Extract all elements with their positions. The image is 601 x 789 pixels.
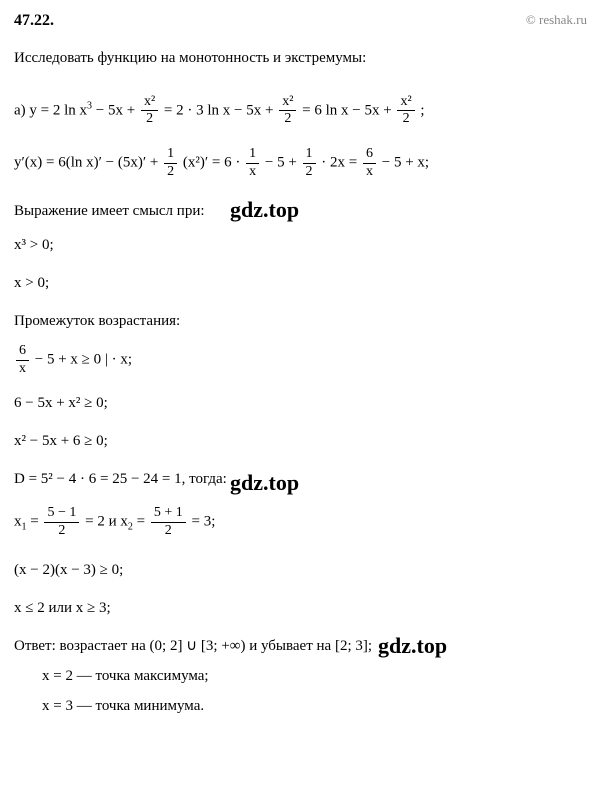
text: − 5 + x; (378, 155, 429, 171)
text: = 2 и x (81, 514, 128, 530)
numerator: x² (141, 94, 158, 112)
denominator: 2 (303, 164, 316, 181)
numerator: 1 (164, 146, 177, 164)
inequality-main: 6x − 5 + x ≥ 0 | · x; (14, 343, 587, 378)
text: x (14, 514, 22, 530)
numerator: x² (397, 94, 414, 112)
task-description: Исследовать функцию на монотонность и эк… (14, 46, 587, 70)
numerator: 5 + 1 (151, 505, 186, 523)
denominator: 2 (141, 111, 158, 128)
denominator: x (16, 361, 29, 378)
fraction: 12 (303, 146, 316, 181)
increase-label: Промежуток возрастания: (14, 309, 587, 333)
inequality-x3: x³ > 0; (14, 233, 587, 257)
copyright: © reshak.ru (526, 10, 587, 31)
fraction: 1x (246, 146, 259, 181)
text: − 5 + x ≥ 0 | · x; (31, 352, 132, 368)
denominator: 2 (44, 523, 79, 540)
fraction: 6x (16, 343, 29, 378)
equation-derivative: y′(x) = 6(ln x)′ − (5x)′ + 12 (x²)′ = 6 … (14, 146, 587, 181)
denominator: 2 (151, 523, 186, 540)
text: − 5 + (261, 155, 300, 171)
answer-main: Ответ: возрастает на (0; 2] ∪ [3; +∞) и … (14, 634, 587, 658)
denominator: 2 (279, 111, 296, 128)
denominator: x (246, 164, 259, 181)
sense-label: Выражение имеет смысл при: (14, 199, 587, 223)
text: ; (417, 102, 425, 118)
header: 47.22. © reshak.ru (14, 8, 587, 34)
problem-number: 47.22. (14, 8, 54, 34)
numerator: 6 (363, 146, 376, 164)
text: = 6 ln x − 5x + (298, 102, 395, 118)
fraction: 6x (363, 146, 376, 181)
fraction: x²2 (141, 94, 158, 129)
text: − 5x + (92, 102, 139, 118)
denominator: 2 (164, 164, 177, 181)
fraction: 5 − 12 (44, 505, 79, 540)
text: y′(x) = 6(ln x)′ − (5x)′ + (14, 155, 162, 171)
fraction: x²2 (397, 94, 414, 129)
answer-min: x = 3 — точка минимума. (14, 694, 587, 718)
fraction: 5 + 12 (151, 505, 186, 540)
numerator: 6 (16, 343, 29, 361)
fraction: 12 (164, 146, 177, 181)
text: y = 2 ln x (29, 102, 87, 118)
text: = (133, 514, 149, 530)
factored: (x − 2)(x − 3) ≥ 0; (14, 558, 587, 582)
numerator: 1 (246, 146, 259, 164)
inequality-expanded: 6 − 5x + x² ≥ 0; (14, 391, 587, 415)
discriminant: D = 5² − 4 · 6 = 25 − 24 = 1, тогда: (14, 467, 587, 491)
text: · 2x = (318, 155, 361, 171)
numerator: 5 − 1 (44, 505, 79, 523)
text: = (27, 514, 43, 530)
fraction: x²2 (279, 94, 296, 129)
denominator: 2 (397, 111, 414, 128)
text: = 2 · 3 ln x − 5x + (160, 102, 277, 118)
inequality-quadratic: x² − 5x + 6 ≥ 0; (14, 429, 587, 453)
numerator: x² (279, 94, 296, 112)
answer-block: Ответ: возрастает на (0; 2] ∪ [3; +∞) и … (14, 634, 587, 718)
numerator: 1 (303, 146, 316, 164)
text: = 3; (188, 514, 216, 530)
inequality-x: x > 0; (14, 271, 587, 295)
denominator: x (363, 164, 376, 181)
text: (x²)′ = 6 · (179, 155, 244, 171)
equation-a: а) y = 2 ln x3 − 5x + x²2 = 2 · 3 ln x −… (14, 94, 587, 129)
answer-max: x = 2 — точка максимума; (14, 664, 587, 688)
solution-intervals: x ≤ 2 или x ≥ 3; (14, 596, 587, 620)
roots: x1 = 5 − 12 = 2 и x2 = 5 + 12 = 3; (14, 505, 587, 540)
text: а) (14, 102, 29, 118)
